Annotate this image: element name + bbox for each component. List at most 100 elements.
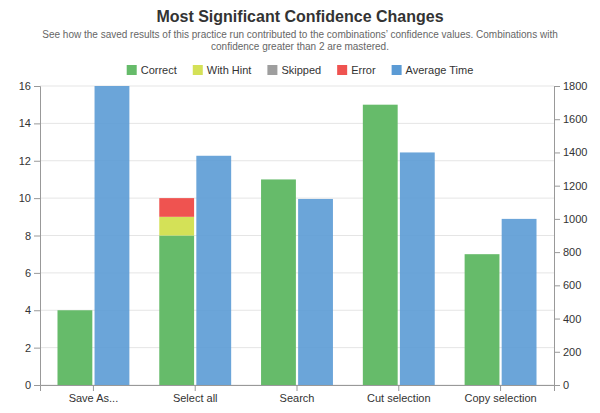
bar — [400, 152, 435, 385]
tick: 16 — [19, 80, 40, 92]
tick-label: 200 — [563, 346, 581, 358]
tick: 4 — [25, 304, 40, 316]
bar — [502, 219, 537, 385]
tick-label: 2 — [25, 342, 31, 354]
tick: Cut selection — [367, 385, 431, 404]
tick-label: 14 — [19, 117, 31, 129]
bar — [57, 310, 92, 311]
tick-mark — [554, 186, 560, 187]
tick-label: Select all — [173, 392, 218, 404]
tick: 10 — [19, 192, 40, 204]
tick: 6 — [25, 267, 40, 279]
tick: 0 — [554, 379, 569, 391]
tick-mark — [554, 385, 560, 386]
legend-item: Error — [337, 64, 376, 76]
grid — [40, 86, 554, 385]
tick: 12 — [19, 155, 40, 167]
tick-mark — [554, 119, 560, 120]
tick: 800 — [554, 246, 581, 258]
bar — [465, 254, 500, 255]
tick-label: 1400 — [563, 146, 587, 158]
tick: 1200 — [554, 180, 587, 192]
tick-mark — [554, 219, 560, 220]
tick-mark — [34, 161, 40, 162]
bar — [465, 254, 500, 255]
legend: Correct With Hint Skipped Error Average Time — [127, 64, 474, 76]
bar — [363, 104, 398, 105]
bar — [363, 104, 398, 105]
axis: Save As... Select all Search Cut selection C… — [41, 385, 555, 404]
tick-mark — [195, 385, 196, 391]
tick-label: 1800 — [563, 80, 587, 92]
bar — [298, 199, 333, 385]
legend-item: Correct — [127, 64, 177, 76]
bar — [57, 310, 92, 385]
tick: Select all — [173, 385, 218, 404]
tick-mark — [554, 352, 560, 353]
tick-label: 6 — [25, 267, 31, 279]
bar — [196, 156, 231, 385]
tick: 14 — [19, 117, 40, 129]
tick: 200 — [554, 346, 581, 358]
subtitle: See how the saved results of this practi… — [42, 29, 557, 52]
tick-mark — [93, 385, 94, 391]
tick-mark — [554, 319, 560, 320]
axis-line — [34, 87, 41, 386]
axis-line — [555, 87, 561, 386]
tick-mark — [554, 86, 560, 87]
tick: 1600 — [554, 113, 587, 125]
tick-label: Search — [280, 392, 315, 404]
bar — [363, 105, 398, 385]
axis: 0 200 400 600 800 1000 1200 1400 1600 1800 — [554, 80, 587, 391]
tick-mark — [34, 86, 40, 87]
tick-label: Save As... — [69, 392, 119, 404]
legend-label: Error — [351, 64, 376, 76]
tick: 400 — [554, 313, 581, 325]
tick-mark — [34, 273, 40, 274]
tick-label: 1200 — [563, 180, 587, 192]
tick: 0 — [25, 379, 40, 391]
bar — [159, 236, 194, 386]
axis-line — [41, 386, 555, 392]
legend-item: With Hint — [193, 64, 252, 76]
tick-label: 4 — [25, 304, 31, 316]
legend-label: Correct — [141, 64, 177, 76]
chart: Most Significant Confidence Changes See h… — [0, 0, 600, 413]
tick-mark — [554, 285, 560, 286]
tick-mark — [34, 123, 40, 124]
bar — [261, 179, 296, 385]
tick-mark — [297, 385, 298, 391]
tick: 2 — [25, 342, 40, 354]
tick-label: Cut selection — [367, 392, 431, 404]
tick-mark — [554, 252, 560, 253]
bars — [57, 86, 536, 385]
legend-label: Skipped — [281, 64, 321, 76]
tick-mark — [398, 385, 399, 391]
tick: Copy selection — [464, 385, 536, 404]
tick: 8 — [25, 230, 40, 242]
tick-label: 0 — [25, 379, 31, 391]
bar — [465, 254, 500, 255]
tick-label: 1000 — [563, 213, 587, 225]
tick-mark — [500, 385, 501, 391]
legend-item: Average Time — [392, 64, 474, 76]
bar — [261, 179, 296, 180]
tick-label: 800 — [563, 246, 581, 258]
legend-label: With Hint — [207, 64, 252, 76]
tick-label: 600 — [563, 279, 581, 291]
tick: 600 — [554, 279, 581, 291]
bar — [159, 198, 194, 217]
legend-swatch — [267, 65, 277, 75]
tick-label: 12 — [19, 155, 31, 167]
tick-mark — [34, 385, 40, 386]
tick-mark — [34, 348, 40, 349]
tick-label: 0 — [563, 379, 569, 391]
bar — [261, 179, 296, 180]
tick-label: Copy selection — [464, 392, 536, 404]
tick-mark — [34, 310, 40, 311]
title: Most Significant Confidence Changes — [156, 8, 443, 25]
tick-mark — [554, 152, 560, 153]
bar — [57, 310, 92, 311]
legend-item: Skipped — [267, 64, 321, 76]
tick-label: 1600 — [563, 113, 587, 125]
